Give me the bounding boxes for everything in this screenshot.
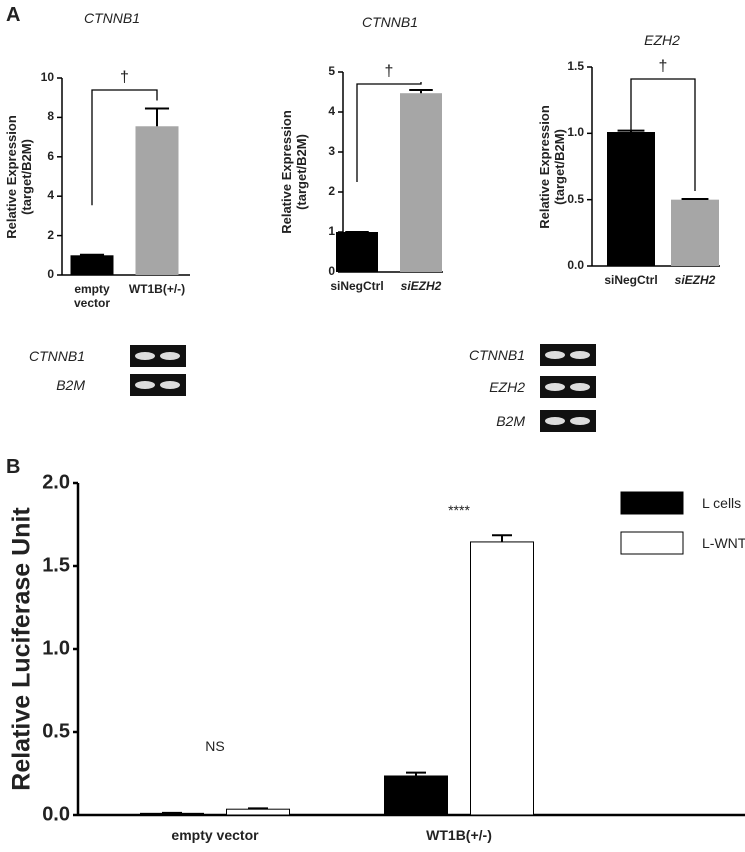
error-bar xyxy=(144,107,170,127)
error-bar xyxy=(681,198,709,201)
error-bar xyxy=(248,807,268,810)
y-axis-label: Relative Expression (target/B2M) xyxy=(4,114,34,239)
annotation: † xyxy=(658,57,668,75)
chart-title: EZH2 xyxy=(644,31,680,48)
error-bar xyxy=(492,534,512,542)
y-tick-label: 10 xyxy=(40,70,54,85)
gel-band xyxy=(135,352,155,360)
legend-label: L-WNT9b xyxy=(702,534,745,551)
annotation: **** xyxy=(448,501,470,518)
bar xyxy=(70,255,114,275)
gel-band xyxy=(570,383,590,391)
gel-image xyxy=(130,374,186,396)
x-tick-label: siEZH2 xyxy=(400,279,442,293)
y-tick-label: 0 xyxy=(47,267,54,282)
gel-band xyxy=(545,417,565,425)
gel-band xyxy=(570,417,590,425)
panel-label: B xyxy=(6,456,21,478)
bar xyxy=(671,199,719,266)
chart-title: CTNNB1 xyxy=(83,9,141,26)
y-axis-label: Relative Luciferase Unit xyxy=(7,507,36,791)
y-tick-label: 1.5 xyxy=(42,554,70,577)
y-axis-label: Relative Expression (target/B2M) xyxy=(537,104,567,229)
bar xyxy=(607,132,655,266)
gel-label: B2M xyxy=(496,412,525,429)
gel-band xyxy=(545,383,565,391)
x-tick-label: siNegCtrl xyxy=(604,273,658,287)
y-axis-label: Relative Expression (target/B2M) xyxy=(279,110,309,234)
bar xyxy=(135,126,179,275)
bar xyxy=(336,232,378,272)
gel-label: EZH2 xyxy=(489,378,525,395)
y-tick-label: 2.0 xyxy=(42,471,70,494)
gel-image xyxy=(130,345,186,367)
y-tick-label: 2 xyxy=(47,227,54,242)
gel-band xyxy=(160,352,180,360)
y-tick-label: 0.0 xyxy=(567,258,584,273)
annotation: † xyxy=(120,68,129,86)
gel-image xyxy=(540,344,596,366)
y-tick-label: 4 xyxy=(328,104,335,119)
bar xyxy=(470,541,534,816)
y-tick-label: 1.0 xyxy=(42,637,70,660)
gel-band xyxy=(570,351,590,359)
x-tick-label: WT1B(+/-) xyxy=(128,282,186,296)
gel-label: B2M xyxy=(56,376,85,393)
y-tick-label: 1 xyxy=(328,224,335,239)
annotation: † xyxy=(384,62,394,80)
y-tick-label: 0 xyxy=(328,264,335,279)
x-tick-label: empty vector xyxy=(73,282,111,310)
y-tick-label: 8 xyxy=(47,109,54,124)
error-bar xyxy=(79,253,105,256)
y-tick-label: 5 xyxy=(328,64,335,79)
y-tick-label: 1.5 xyxy=(567,59,584,74)
y-tick-label: 3 xyxy=(328,144,335,159)
y-tick-label: 1.0 xyxy=(567,125,584,140)
gel-band xyxy=(135,381,155,389)
gel-band xyxy=(545,351,565,359)
legend-label: L cells xyxy=(702,494,742,511)
error-bar xyxy=(406,771,426,776)
gel-image xyxy=(540,410,596,432)
error-bar xyxy=(409,89,433,94)
legend-swatch xyxy=(620,531,684,555)
significance-bracket xyxy=(630,78,696,192)
bar xyxy=(400,93,442,272)
bar xyxy=(384,775,448,816)
significance-bracket xyxy=(91,89,158,206)
gel-label: CTNNB1 xyxy=(468,346,525,363)
x-tick-label: siNegCtrl xyxy=(330,279,384,293)
gel-band xyxy=(160,381,180,389)
x-tick-label: siEZH2 xyxy=(674,273,716,287)
y-tick-label: 6 xyxy=(47,148,54,163)
chart-title: CTNNB1 xyxy=(361,13,419,30)
significance-bracket xyxy=(356,82,422,182)
panel-label: A xyxy=(6,4,21,26)
y-tick-label: 0.5 xyxy=(42,720,70,743)
y-tick-label: 2 xyxy=(328,184,335,199)
bar xyxy=(226,808,290,816)
gel-image xyxy=(540,376,596,398)
annotation: NS xyxy=(205,737,225,754)
gel-label: CTNNB1 xyxy=(28,347,85,364)
y-tick-label: 0.5 xyxy=(567,191,584,206)
x-tick-label: empty vector xyxy=(171,827,259,843)
legend-swatch xyxy=(620,491,684,515)
x-tick-label: WT1B(+/-) xyxy=(426,827,492,843)
y-tick-label: 4 xyxy=(47,188,54,203)
y-tick-label: 0.0 xyxy=(42,803,70,826)
